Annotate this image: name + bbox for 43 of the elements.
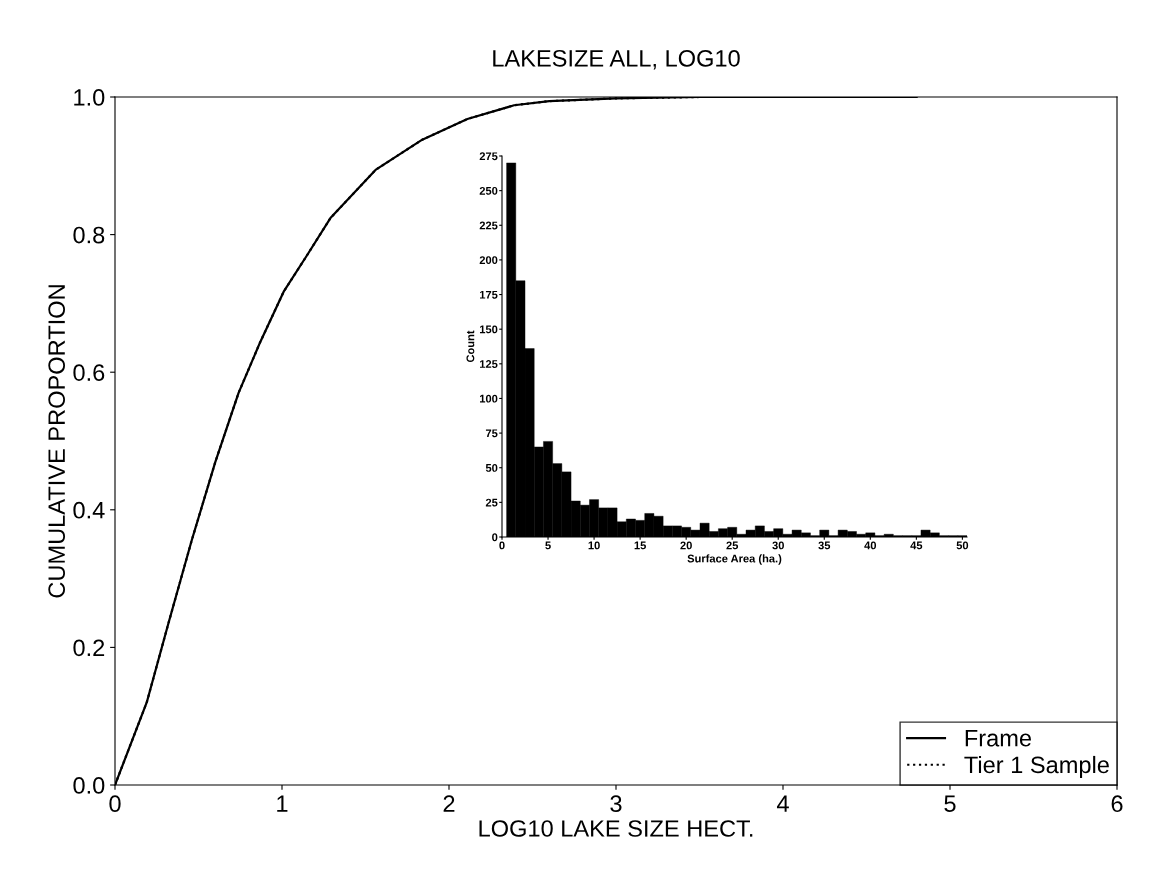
x-tick-label: 50 [956, 541, 969, 550]
y-axis-title: Count [466, 330, 475, 363]
x-tick-label: 40 [864, 541, 877, 550]
y-tick-label: 100 [480, 394, 498, 403]
y-axis-title: CUMULATIVE PROPORTION [48, 285, 66, 598]
x-tick-label: 45 [910, 541, 923, 550]
y-tick-label: 250 [479, 186, 498, 195]
x-tick-label: 0 [109, 795, 121, 813]
y-tick-label: 0.8 [73, 226, 105, 244]
x-axis-title: LOG10 LAKE SIZE HECT. [479, 820, 753, 837]
y-tick-label: 125 [480, 360, 498, 368]
y-tick-label: 0.0 [73, 777, 105, 794]
y-tick-label: 175 [480, 290, 498, 299]
legend-label: Frame [965, 730, 1032, 747]
y-tick-label: 275 [479, 152, 498, 161]
y-tick-label: 150 [480, 325, 498, 334]
x-tick-label: 25 [726, 541, 739, 550]
y-tick-label: 0.2 [73, 639, 105, 657]
x-tick-label: 20 [680, 541, 692, 550]
x-axis-title: Surface Area (ha.) [687, 554, 782, 565]
y-tick-label: 75 [485, 429, 498, 438]
y-tick-label: 200 [479, 256, 498, 265]
y-tick-label: 225 [479, 221, 498, 230]
x-tick-label: 35 [818, 541, 831, 550]
x-tick-label: 10 [588, 541, 600, 550]
y-tick-label: 50 [485, 463, 498, 472]
x-tick-label: 0 [499, 541, 505, 550]
y-tick-label: 0.6 [73, 364, 105, 381]
y-tick-label: 1.0 [74, 89, 105, 106]
chart-title: LAKESIZE ALL, LOG10 [493, 49, 740, 70]
legend-label: Tier 1 Sample [964, 755, 1109, 778]
x-tick-label: 2 [443, 795, 455, 812]
x-tick-label: 6 [1111, 795, 1123, 813]
x-tick-label: 5 [545, 541, 551, 550]
x-tick-label: 15 [634, 541, 646, 550]
x-tick-label: 5 [944, 795, 956, 813]
x-tick-label: 1 [277, 795, 288, 812]
y-tick-label: 0.4 [73, 501, 105, 519]
x-tick-label: 4 [776, 795, 789, 812]
y-tick-label: 0 [492, 533, 498, 542]
x-tick-label: 3 [610, 795, 622, 813]
y-tick-label: 25 [485, 498, 498, 507]
x-tick-label: 30 [772, 541, 784, 550]
